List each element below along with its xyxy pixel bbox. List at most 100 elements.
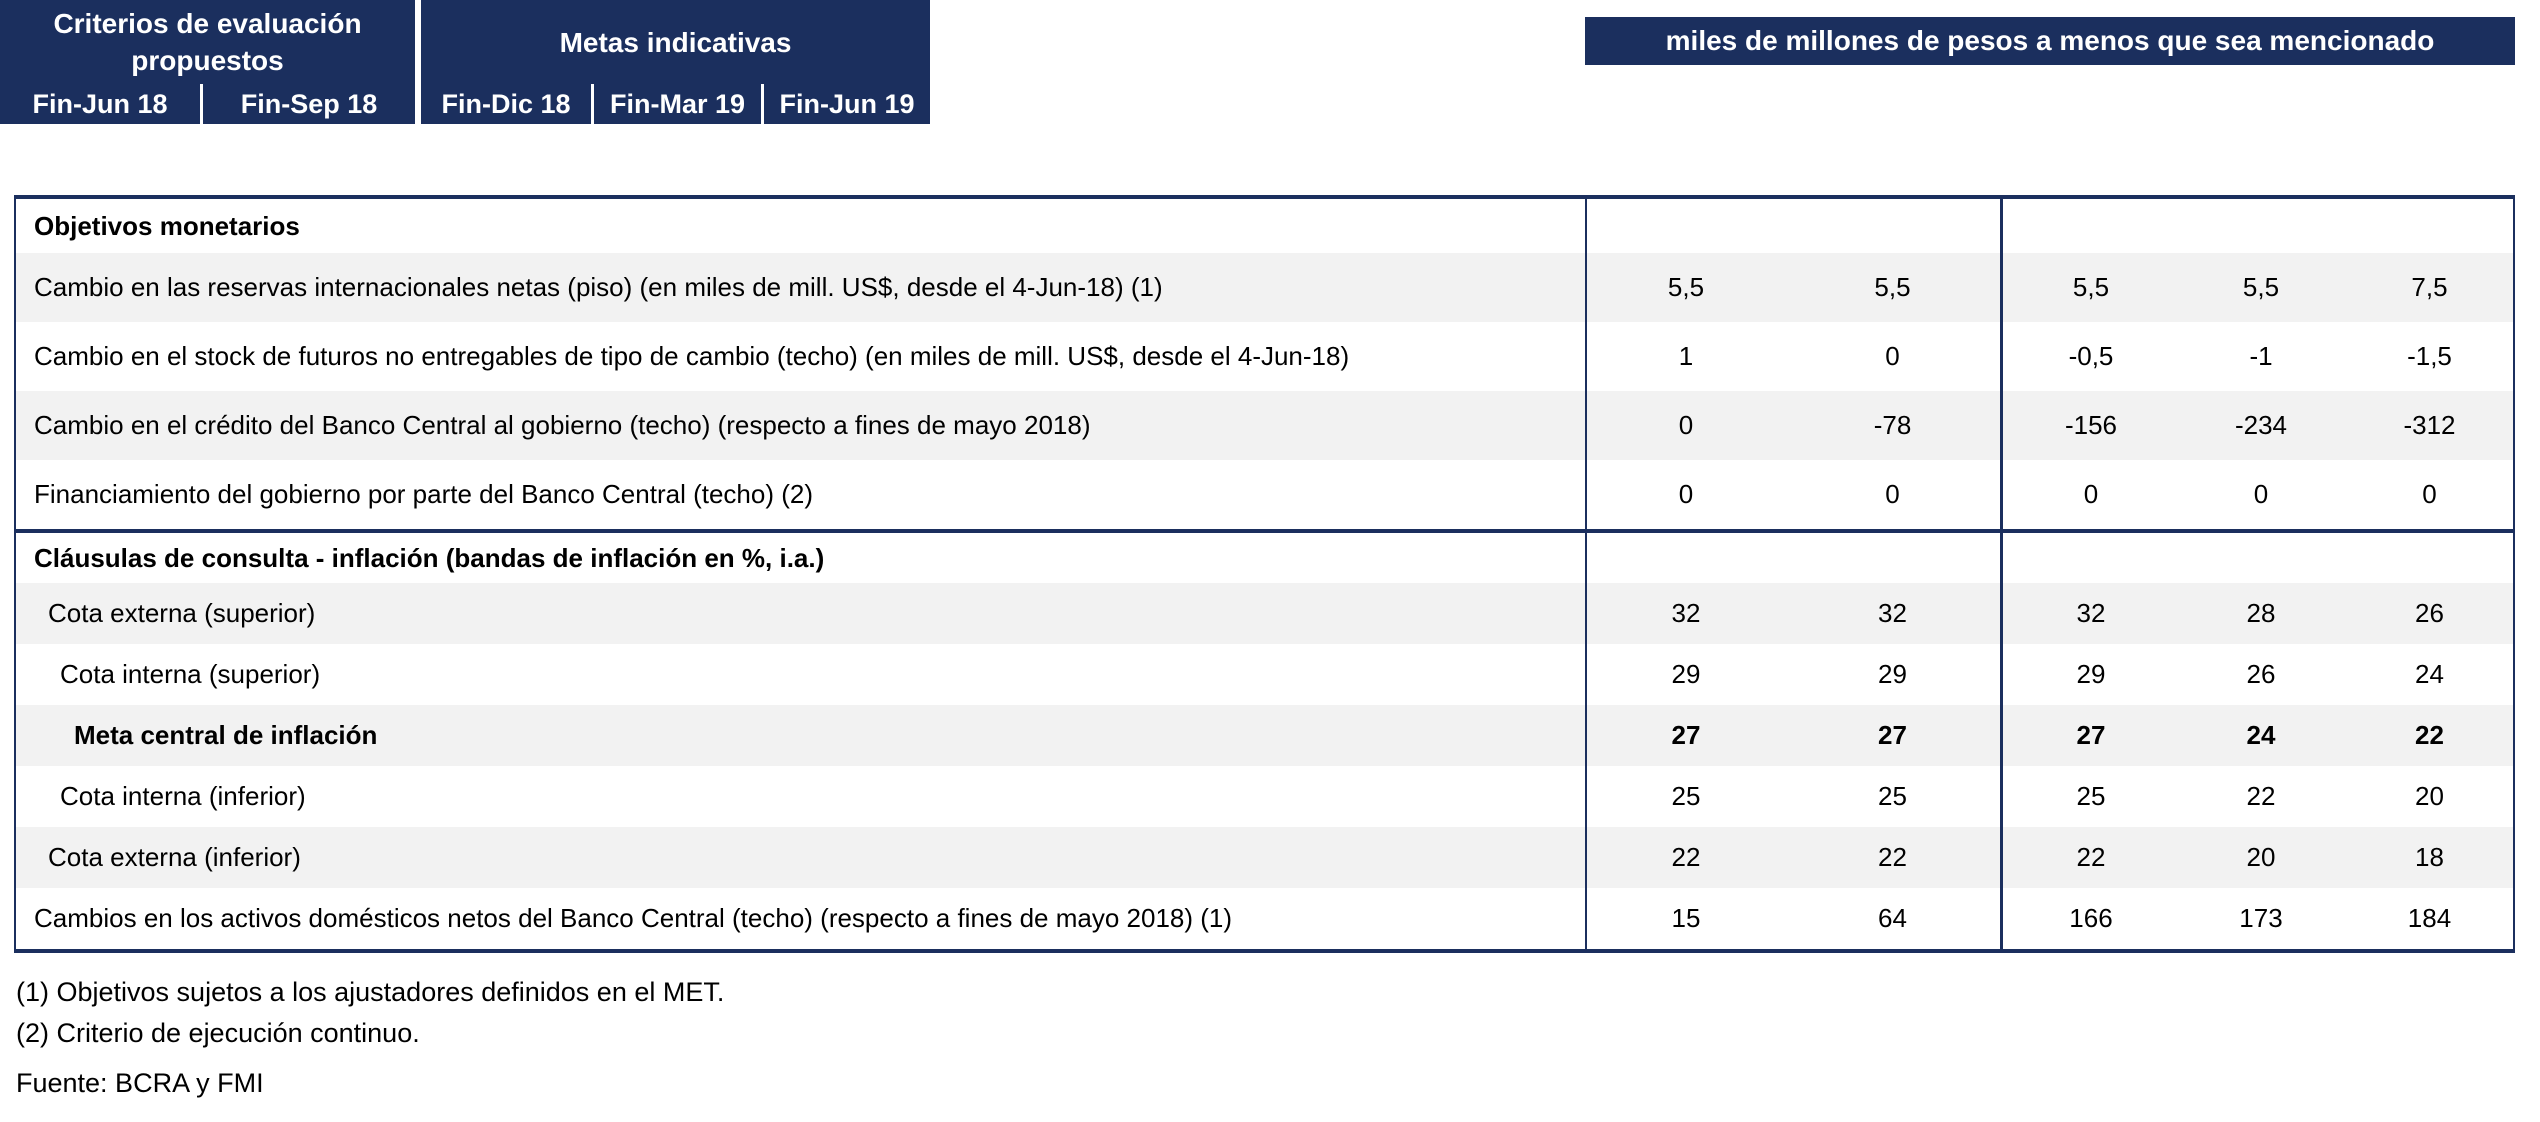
cell-value: -78 bbox=[1873, 410, 1912, 440]
cell-value: 0 bbox=[1885, 479, 1900, 509]
cell-value: 166 bbox=[2069, 903, 2113, 933]
row-label: Cota externa (inferior) bbox=[48, 842, 301, 872]
group-header-criterios: Criterios de evaluación propuestos bbox=[0, 0, 415, 84]
table-row: Financiamiento del gobierno por parte de… bbox=[16, 460, 2513, 529]
row-label: Cambio en las reservas internacionales n… bbox=[34, 272, 1163, 302]
cell-value: 29 bbox=[1585, 644, 1785, 705]
cell-value: 29 bbox=[2076, 659, 2106, 689]
cell-value: 22 bbox=[2246, 781, 2276, 811]
cell-value: 20 bbox=[2415, 781, 2444, 811]
footnote-1: (1) Objetivos sujetos a los ajustadores … bbox=[16, 977, 725, 1007]
cell-value: -234 bbox=[2234, 410, 2288, 440]
group-divider bbox=[2000, 888, 2006, 949]
cell-value: 5,5 bbox=[2242, 272, 2280, 302]
cell-value: 1 bbox=[1585, 322, 1785, 391]
cell-value: 29 bbox=[1878, 659, 1907, 689]
cell-value bbox=[2006, 533, 2176, 583]
cell-value: 0 bbox=[1885, 341, 1900, 371]
row-label: Cambio en el stock de futuros no entrega… bbox=[34, 341, 1350, 371]
cell-value: 22 bbox=[2415, 720, 2444, 750]
cell-value: 26 bbox=[2246, 659, 2276, 689]
group-divider bbox=[2000, 533, 2006, 583]
cell-value bbox=[1785, 533, 2000, 583]
row-label: Financiamiento del gobierno por parte de… bbox=[34, 479, 813, 509]
cell-value: 0 bbox=[2422, 479, 2437, 509]
table-row: Cota interna (superior) 29 29 29 26 24 bbox=[16, 644, 2513, 705]
cell-value: 25 bbox=[1878, 781, 1907, 811]
cell-value: 0 bbox=[1585, 391, 1785, 460]
cell-value bbox=[1585, 199, 1785, 253]
cell-value bbox=[2006, 199, 2176, 253]
cell-value: 5,5 bbox=[1585, 253, 1785, 322]
cell-value: -1 bbox=[2249, 341, 2273, 371]
group-divider bbox=[2000, 705, 2006, 766]
cell-value bbox=[2176, 199, 2346, 253]
cell-value: 22 bbox=[2076, 842, 2106, 872]
cell-value: 20 bbox=[2246, 842, 2276, 872]
group-header-band: Criterios de evaluación propuestos Metas… bbox=[0, 0, 930, 84]
cell-value: 25 bbox=[2076, 781, 2106, 811]
row-label: Objetivos monetarios bbox=[34, 210, 300, 241]
cell-value: 25 bbox=[1585, 766, 1785, 827]
cell-value: 15 bbox=[1585, 888, 1785, 949]
table-row: Cambio en las reservas internacionales n… bbox=[16, 253, 2513, 322]
group-divider bbox=[2000, 253, 2006, 322]
cell-value: 28 bbox=[2246, 598, 2276, 628]
table-row: Cambio en el stock de futuros no entrega… bbox=[16, 322, 2513, 391]
column-header-fin-jun-19: Fin-Jun 19 bbox=[761, 84, 930, 124]
cell-value: 5,5 bbox=[1874, 272, 1911, 302]
cell-value: 7,5 bbox=[2411, 272, 2448, 302]
cell-value: 32 bbox=[1585, 583, 1785, 644]
cell-value bbox=[1785, 199, 2000, 253]
table-row: Objetivos monetarios bbox=[16, 199, 2513, 253]
cell-value: -0,5 bbox=[2068, 341, 2114, 371]
table-row: Cota interna (inferior) 25 25 25 22 20 bbox=[16, 766, 2513, 827]
cell-value: 24 bbox=[2415, 659, 2444, 689]
group-divider bbox=[2000, 644, 2006, 705]
row-label: Cota interna (inferior) bbox=[60, 781, 306, 811]
column-header-fin-dic-18: Fin-Dic 18 bbox=[421, 84, 591, 124]
cell-value: 22 bbox=[1878, 842, 1907, 872]
cell-value: 64 bbox=[1878, 903, 1907, 933]
row-label: Cambio en el crédito del Banco Central a… bbox=[34, 410, 1091, 440]
cell-value: 27 bbox=[2076, 720, 2106, 750]
cell-value: 32 bbox=[1878, 598, 1907, 628]
cell-value: 0 bbox=[1585, 460, 1785, 529]
table-row: Cambios en los activos domésticos netos … bbox=[16, 888, 2513, 949]
cell-value: 184 bbox=[2407, 903, 2452, 933]
table-row: Cota externa (inferior) 22 22 22 20 18 bbox=[16, 827, 2513, 888]
cell-value: 173 bbox=[2239, 903, 2283, 933]
column-header-fin-mar-19: Fin-Mar 19 bbox=[591, 84, 761, 124]
cell-value bbox=[2346, 533, 2513, 583]
cell-value: -1,5 bbox=[2407, 341, 2452, 371]
row-label: Cambios en los activos domésticos netos … bbox=[34, 903, 1233, 933]
row-label: Meta central de inflación bbox=[74, 720, 378, 750]
table-row: Cota externa (superior) 32 32 32 28 26 bbox=[16, 583, 2513, 644]
group-divider bbox=[2000, 766, 2006, 827]
cell-value: 27 bbox=[1585, 705, 1785, 766]
group-divider bbox=[2000, 391, 2006, 460]
table-row: Meta central de inflación 27 27 27 24 22 bbox=[16, 705, 2513, 766]
table-row: Cambio en el crédito del Banco Central a… bbox=[16, 391, 2513, 460]
footnote-2: (2) Criterio de ejecución continuo. bbox=[16, 1018, 420, 1048]
column-group-gap bbox=[415, 84, 421, 124]
cell-value: -312 bbox=[2403, 410, 2456, 440]
column-header-fin-jun-18: Fin-Jun 18 bbox=[0, 84, 200, 124]
cell-value: 0 bbox=[2253, 479, 2269, 509]
cell-value: 26 bbox=[2415, 598, 2444, 628]
row-label: Cláusulas de consulta - inflación (banda… bbox=[34, 542, 825, 573]
cell-value: 18 bbox=[2415, 842, 2444, 872]
column-header-fin-sep-18: Fin-Sep 18 bbox=[200, 84, 415, 124]
cell-value: 0 bbox=[2083, 479, 2099, 509]
cell-value: 32 bbox=[2076, 598, 2106, 628]
group-divider bbox=[2000, 827, 2006, 888]
cell-value: -156 bbox=[2064, 410, 2118, 440]
group-divider bbox=[2000, 460, 2006, 529]
cell-value bbox=[1585, 533, 1785, 583]
cell-value: 5,5 bbox=[2072, 272, 2110, 302]
footnotes: (1) Objetivos sujetos a los ajustadores … bbox=[16, 972, 724, 1104]
group-divider bbox=[2000, 583, 2006, 644]
row-label: Cota externa (superior) bbox=[48, 598, 316, 628]
cell-value: 22 bbox=[1585, 827, 1785, 888]
